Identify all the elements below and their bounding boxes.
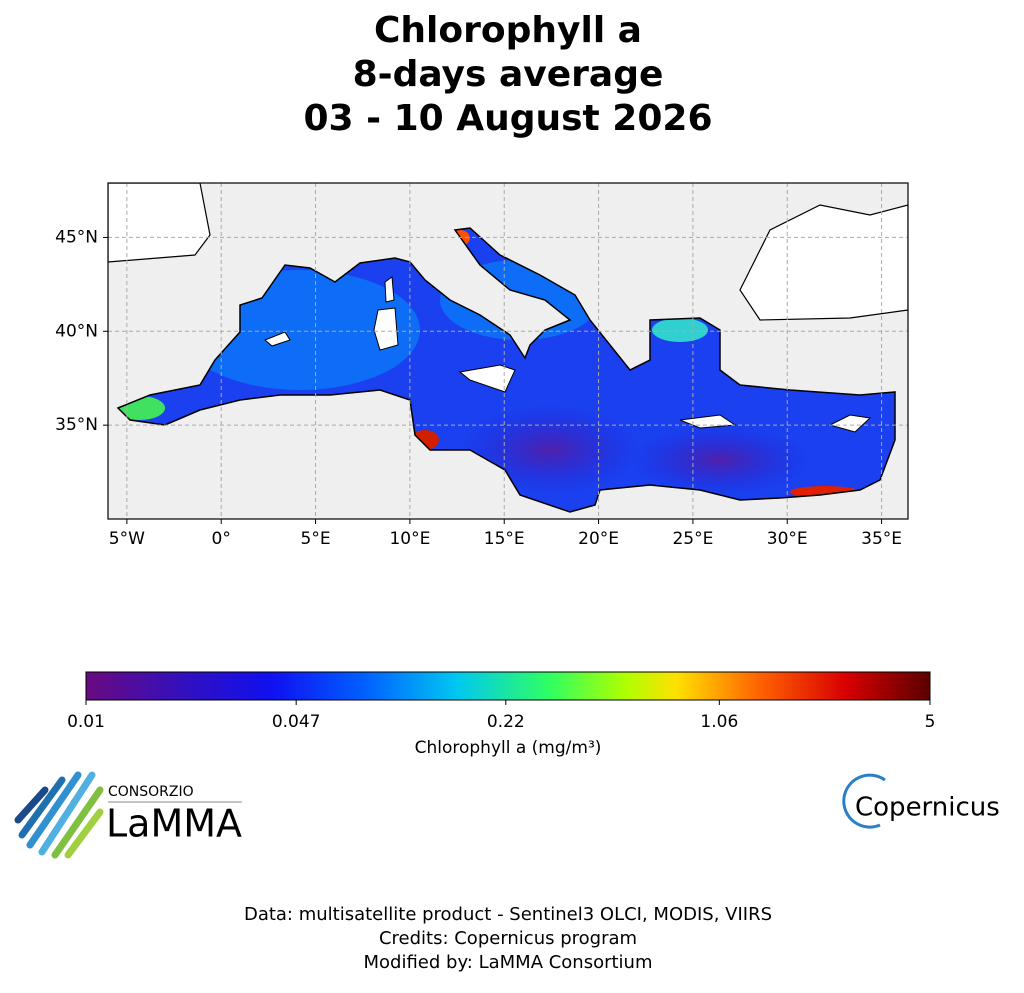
- x-tick-label: 15°E: [484, 529, 525, 549]
- title: Chlorophyll a 8-days average 03 - 10 Aug…: [304, 10, 713, 139]
- island: [384, 276, 395, 303]
- copernicus-logo: Copernicus: [842, 773, 1000, 829]
- x-tick-label: 5°E: [301, 529, 331, 549]
- coastal-bloom: [652, 318, 708, 342]
- footer-line: Data: multisatellite product - Sentinel3…: [244, 904, 772, 925]
- colorbar-tick-label: 0.01: [67, 712, 105, 732]
- logo-text: CONSORZIO: [108, 784, 194, 800]
- logo-stripe: [14, 786, 49, 824]
- footer-line: Credits: Copernicus program: [379, 928, 637, 949]
- x-tick-label: 5°W: [109, 529, 145, 549]
- island: [828, 414, 872, 433]
- logo-arc: [842, 773, 886, 829]
- title-line: 8-days average: [353, 54, 664, 95]
- logo-text: Copernicus: [855, 793, 1000, 823]
- colorbar-tick-label: 0.22: [487, 712, 525, 732]
- y-tick-label: 40°N: [55, 321, 98, 341]
- colorbar-label: Chlorophyll a (mg/m³): [415, 738, 602, 758]
- colorbar: [85, 671, 931, 701]
- logo-stripe: [18, 776, 66, 839]
- x-tick-label: 30°E: [767, 529, 808, 549]
- island: [264, 331, 291, 347]
- sea-shade: [630, 425, 810, 495]
- island: [458, 364, 516, 393]
- x-tick-label: 25°E: [672, 529, 713, 549]
- x-tick-label: 35°E: [861, 529, 902, 549]
- y-tick-label: 35°N: [55, 415, 98, 435]
- colorbar-tick-label: 1.06: [700, 712, 738, 732]
- colorbar-tick-label: 5: [925, 712, 936, 732]
- title-line: Chlorophyll a: [374, 10, 642, 51]
- map-frame: [107, 182, 909, 520]
- lamma-logo: CONSORZIO LaMMA: [14, 771, 242, 859]
- footer-line: Modified by: LaMMA Consortium: [363, 952, 652, 973]
- logo-stripe: [51, 786, 104, 859]
- x-tick-label: 10°E: [389, 529, 430, 549]
- logo-stripe: [64, 808, 104, 859]
- land: [739, 204, 908, 321]
- logo-stripe: [26, 771, 82, 849]
- x-tick-label: 20°E: [578, 529, 619, 549]
- logo-text: LaMMA: [106, 802, 242, 846]
- map: [108, 183, 908, 519]
- land: [108, 183, 211, 263]
- colorbar-tick-label: 0.047: [272, 712, 321, 732]
- x-tick-label: 0°: [212, 529, 231, 549]
- y-tick-label: 45°N: [55, 227, 98, 247]
- island: [373, 307, 399, 351]
- logo-stripe: [38, 771, 96, 856]
- title-line: 03 - 10 August 2026: [304, 98, 713, 139]
